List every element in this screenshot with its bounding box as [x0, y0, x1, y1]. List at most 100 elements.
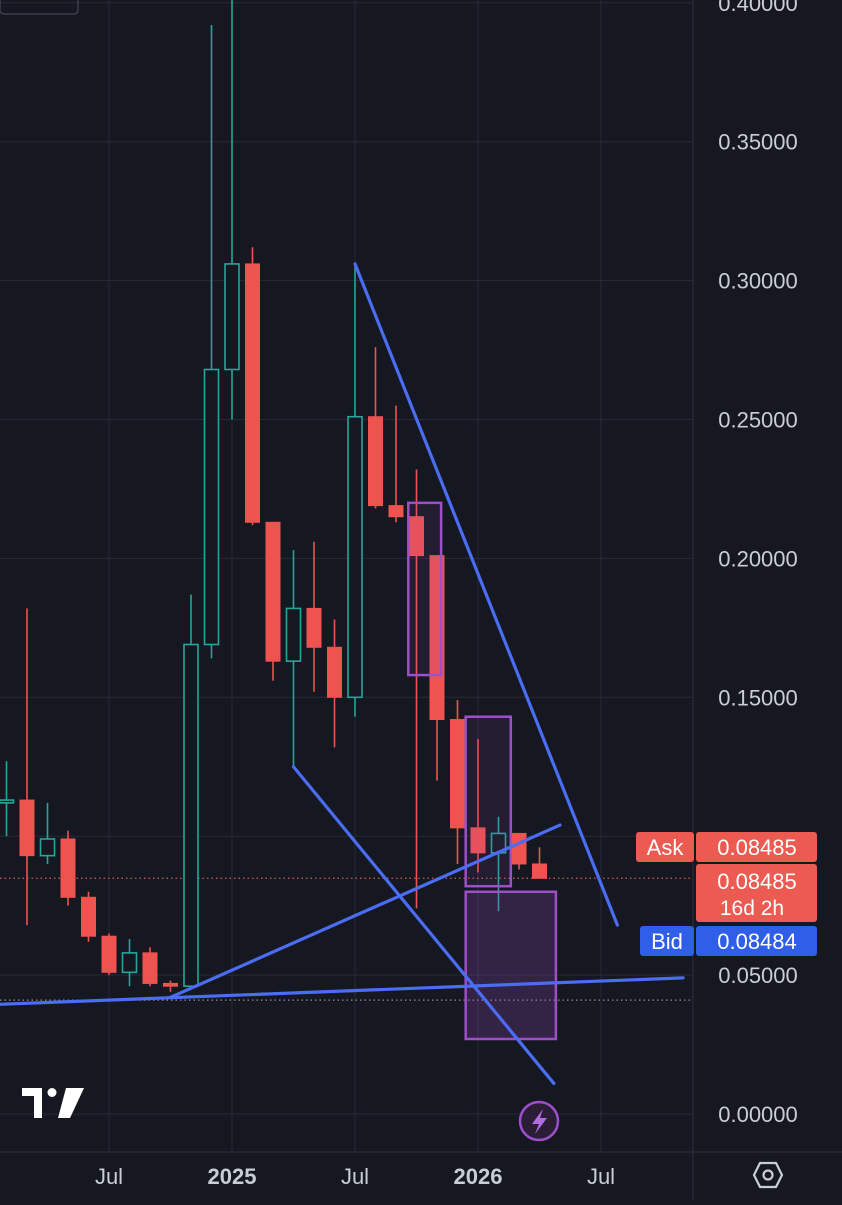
candle-body [60, 838, 76, 898]
candle-body [245, 263, 260, 523]
y-tick-label: 0.30000 [718, 269, 798, 294]
candle [511, 832, 527, 870]
candle [19, 608, 35, 926]
toolbar-button [0, 0, 79, 15]
candle-body [511, 832, 527, 865]
candle-body [327, 646, 342, 698]
candle [347, 266, 363, 717]
candle-body [0, 799, 15, 804]
candle-body [142, 952, 158, 984]
lightning-bolt [532, 1109, 547, 1134]
x-tick-label: 2025 [208, 1164, 257, 1189]
candles-layer [0, 0, 547, 992]
candle-body [368, 416, 383, 507]
y-tick-label: 0.05000 [718, 963, 798, 988]
bid-label-tag [640, 926, 694, 956]
candle-body [532, 863, 547, 879]
trendline [0, 976, 685, 1006]
candle [163, 980, 178, 992]
candle-body [306, 607, 322, 648]
bid-value: 0.08484 [717, 929, 797, 954]
gear-icon[interactable] [752, 1161, 784, 1189]
gear-outline [752, 1161, 784, 1189]
y-tick-label: 0.15000 [718, 685, 798, 710]
candle [121, 938, 138, 987]
boxes-layer [407, 501, 558, 1041]
candle-body [265, 521, 281, 662]
logo-part [22, 1088, 42, 1118]
countdown-label: 16d 2h [720, 897, 784, 920]
candle-body [347, 415, 363, 699]
candle [388, 405, 404, 523]
ui-layer [0, 0, 784, 1189]
candle [285, 550, 302, 767]
bid-label: Bid [651, 929, 683, 954]
price-tags-layer: Ask 0.08485 0.08485 16d 2h Bid 0.08484 [636, 832, 817, 956]
logo-part [58, 1088, 84, 1118]
candle-body [450, 719, 465, 829]
candle [245, 247, 260, 526]
candle [409, 469, 424, 909]
trendline [291, 765, 556, 1086]
candle-body [163, 982, 178, 987]
x-tick-label: Jul [341, 1164, 369, 1189]
ask-label-tag [636, 832, 694, 862]
y-tick-label: 0.40000 [718, 0, 798, 16]
trendline [353, 262, 620, 927]
gear-hole [762, 1169, 774, 1181]
ask-value-tag [696, 832, 817, 862]
candle [470, 738, 486, 873]
candle-body [183, 643, 199, 988]
last-price-tag [696, 864, 817, 922]
candle [265, 521, 281, 681]
candle [203, 25, 220, 659]
ask-label: Ask [647, 835, 685, 860]
candle-body [19, 799, 35, 857]
candle [450, 700, 465, 864]
y-tick-label: 0.35000 [718, 130, 798, 155]
candle-body [388, 505, 404, 518]
candle-body [39, 838, 56, 857]
candle-body [224, 263, 240, 371]
candle-body [121, 952, 138, 974]
candle [183, 594, 199, 989]
candle [532, 847, 547, 879]
candle [224, 0, 240, 420]
candle [306, 541, 322, 692]
level-layer [0, 877, 693, 1001]
candle [39, 802, 56, 864]
candle [0, 761, 15, 837]
last-price-value: 0.08485 [717, 869, 797, 894]
candle-body [285, 607, 302, 662]
candle [368, 347, 383, 509]
x-tick-label: Jul [95, 1164, 123, 1189]
candle [142, 947, 158, 987]
candle [81, 891, 96, 942]
candle [60, 830, 76, 906]
x-tick-label: 2026 [454, 1164, 503, 1189]
y-tick-label: 0.00000 [718, 1102, 798, 1127]
y-tick-label: 0.25000 [718, 408, 798, 433]
lightning-icon[interactable] [518, 1100, 560, 1142]
trendlines-layer [0, 262, 685, 1086]
candle-body [203, 368, 220, 646]
candle-body [470, 827, 486, 854]
x-tick-label: Jul [587, 1164, 615, 1189]
zone-box [407, 501, 443, 677]
candle [327, 619, 342, 748]
candle-body [101, 935, 117, 973]
bid-value-tag [696, 926, 817, 956]
trendline [168, 823, 562, 999]
grid-layer [0, 0, 693, 1152]
zone-box [464, 890, 558, 1041]
ask-value: 0.08485 [717, 835, 797, 860]
candle-body [81, 896, 96, 937]
zone-box [464, 715, 513, 888]
y-tick-label: 0.20000 [718, 546, 798, 571]
logo-part [47, 1088, 57, 1097]
candle [101, 933, 117, 976]
logo-icon [22, 1088, 84, 1118]
